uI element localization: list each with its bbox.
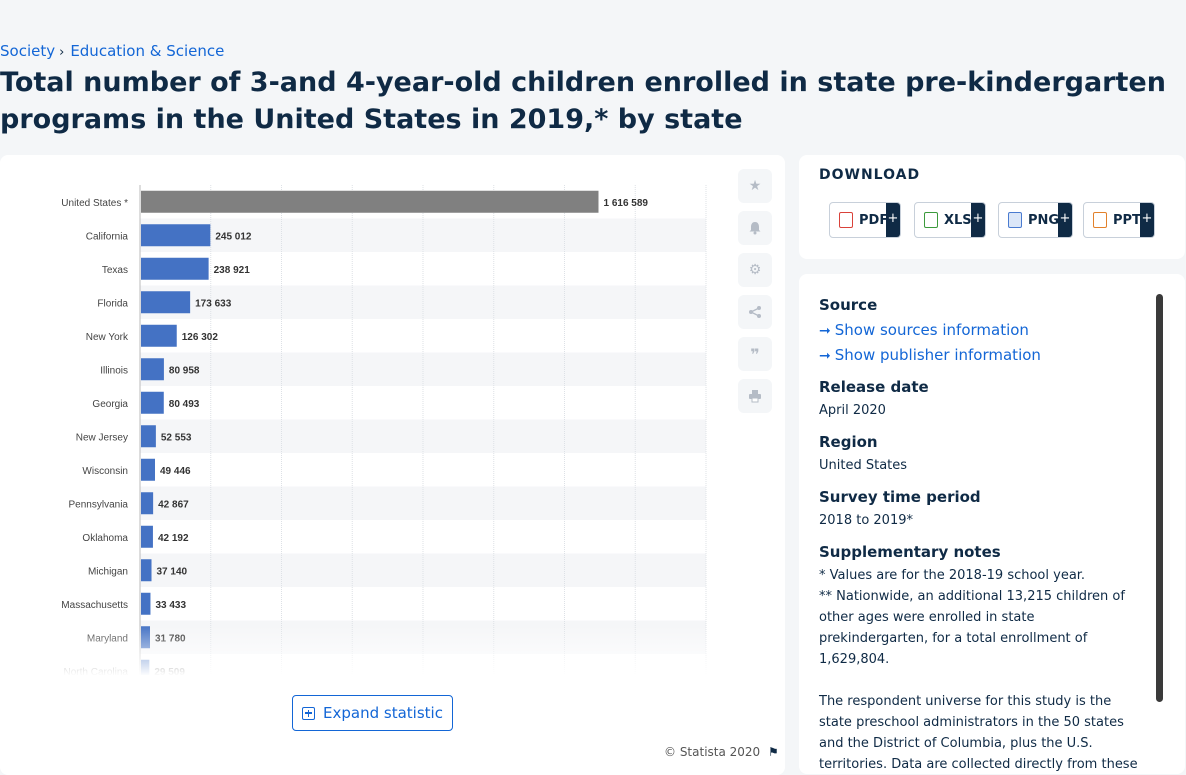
arrow-right-icon: ➞ [819,323,831,339]
statistic-info-panel: Source ➞ Show sources information ➞ Show p… [799,274,1185,774]
value-label: 245 012 [215,231,252,242]
bar [141,492,154,515]
category-label: Pennsylvania [69,499,129,510]
supplementary-note: * Values are for the 2018-19 school year… [819,568,1086,583]
category-label: North Carolina [64,667,129,675]
bar [141,190,599,213]
category-label: New Jersey [76,432,128,443]
download-pdf-button[interactable]: PDF + [829,202,901,238]
value-label: 42 192 [158,533,189,544]
supplementary-notes-heading: Supplementary notes [819,543,1001,561]
bar [141,659,150,675]
download-panel: DOWNLOAD PDF + XLS + PNG + PPT + [799,155,1185,259]
bar [141,592,151,615]
category-label: California [86,231,129,242]
region-value: United States [819,458,908,473]
value-label: 29 509 [154,667,185,675]
expand-statistic-label: Expand statistic [323,704,443,722]
bar [141,257,209,280]
show-sources-link[interactable]: ➞ Show sources information [819,321,1029,339]
expand-icon [302,706,316,720]
category-label: Florida [97,298,128,309]
expand-statistic-button[interactable]: Expand statistic [292,695,453,731]
value-label: 1 616 589 [603,198,648,209]
bar [141,324,177,347]
pdf-file-icon [839,212,853,228]
value-label: 49 446 [160,466,191,477]
plus-icon: + [1058,203,1072,237]
info-scrollbar[interactable] [1156,294,1163,702]
print-icon[interactable] [738,379,772,413]
category-label: Texas [102,265,128,276]
breadcrumb: Society › Education & Science [0,42,224,60]
supplementary-note: The respondent universe for this study i… [819,694,1138,772]
plus-icon: + [1140,203,1154,237]
value-label: 52 553 [161,432,192,443]
breadcrumb-item-education[interactable]: Education & Science [70,42,225,60]
category-label: Maryland [87,633,128,644]
bar [141,559,152,582]
category-label: United States * [61,198,128,209]
ppt-file-icon [1093,212,1107,228]
download-png-button[interactable]: PNG + [998,202,1073,238]
download-xls-button[interactable]: XLS + [914,202,986,238]
bell-icon[interactable] [738,211,772,245]
category-label: Massachusetts [61,600,128,611]
value-label: 33 433 [155,600,186,611]
bar [141,626,150,649]
plus-icon: + [886,203,900,237]
value-label: 80 493 [169,399,200,410]
download-heading: DOWNLOAD [819,167,921,183]
share-icon[interactable] [738,295,772,329]
category-label: Georgia [92,399,128,410]
value-label: 173 633 [195,298,232,309]
survey-period-heading: Survey time period [819,488,981,506]
gear-icon[interactable]: ⚙ [738,253,772,287]
category-label: Illinois [100,365,128,376]
bar [141,291,191,314]
supplementary-note: ** Nationwide, an additional 13,215 chil… [819,589,1125,667]
survey-period-value: 2018 to 2019* [819,513,913,528]
plus-icon: + [971,203,985,237]
region-heading: Region [819,433,878,451]
category-label: Michigan [88,566,128,577]
show-publisher-link[interactable]: ➞ Show publisher information [819,346,1041,364]
png-file-icon [1008,212,1022,228]
flag-icon[interactable]: ⚑ [768,745,779,759]
bar [141,391,164,414]
chart-card: United States * 1 616 589 California 245 01… [0,155,785,775]
bar [141,224,211,247]
quote-icon[interactable]: ❞ [738,337,772,371]
arrow-right-icon: ➞ [819,348,831,364]
bar [141,358,164,381]
copyright-text: © Statista 2020 ⚑ [664,745,779,759]
page-title: Total number of 3-and 4-year-old childre… [0,67,1166,135]
source-heading: Source [819,296,878,314]
category-label: Wisconsin [82,466,128,477]
release-date-value: April 2020 [819,403,886,418]
release-date-heading: Release date [819,378,929,396]
bar-chart: United States * 1 616 589 California 245 01… [61,185,707,675]
statistic-toolbar: ★ ⚙ ❞ [738,169,772,421]
value-label: 80 958 [169,365,200,376]
category-label: New York [86,332,129,343]
chevron-right-icon: › [59,45,65,60]
value-label: 42 867 [158,499,189,510]
bar [141,525,153,548]
breadcrumb-item-society[interactable]: Society [0,42,56,60]
bar [141,425,156,448]
star-icon[interactable]: ★ [738,169,772,203]
bar [141,458,155,481]
download-ppt-button[interactable]: PPT + [1083,202,1155,238]
xls-file-icon [924,212,938,228]
value-label: 31 780 [155,633,186,644]
value-label: 126 302 [182,332,219,343]
category-label: Oklahoma [82,533,128,544]
value-label: 238 921 [214,265,251,276]
value-label: 37 140 [157,566,188,577]
